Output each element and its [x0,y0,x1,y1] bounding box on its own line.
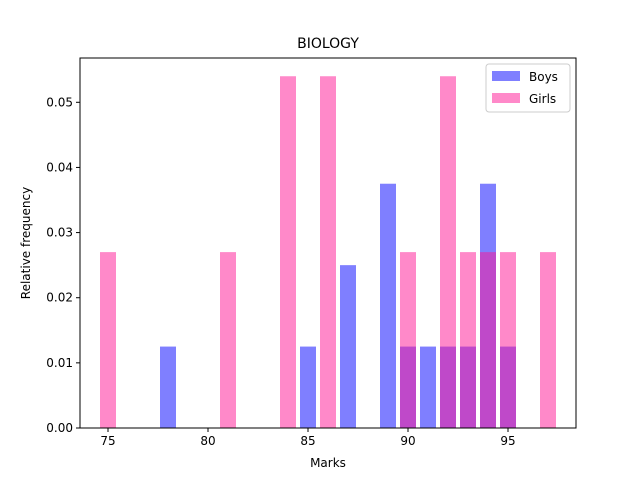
legend-label-boys: Boys [529,70,558,84]
bar-girls-95 [500,252,516,428]
x-axis-ticks: 75 80 85 90 95 [100,428,516,448]
y-tick-label: 0.01 [46,356,73,370]
y-tick-label: 0.00 [46,421,73,435]
legend: Boys Girls [485,63,571,113]
x-tick-label: 85 [300,434,315,448]
bar-girls-97 [540,252,556,428]
chart-title: BIOLOGY [297,36,359,52]
bar-girls-94 [480,252,496,428]
x-axis-label: Marks [310,456,346,470]
legend-swatch-boys [492,71,520,81]
x-tick-label: 95 [500,434,515,448]
bar-girls-84 [280,76,296,428]
bar-girls-92 [440,76,456,428]
x-tick-label: 75 [100,434,115,448]
legend-swatch-girls [492,93,520,103]
bar-boys-89 [380,183,396,428]
axes-frame [79,57,577,429]
y-axis-label: Relative frequency [19,187,33,299]
y-axis-ticks: 0.00 0.01 0.02 0.03 0.04 0.05 [46,95,80,435]
y-tick-label: 0.04 [46,160,73,174]
x-tick-label: 80 [200,434,215,448]
bar-girls-93 [460,252,476,428]
y-tick-label: 0.02 [46,291,73,305]
x-tick-label: 90 [400,434,415,448]
bar-boys-87 [340,265,356,428]
bar-girls-81 [220,252,236,428]
bar-boys-78 [160,346,176,428]
legend-label-girls: Girls [529,92,556,106]
bar-girls-90 [400,252,416,428]
y-tick-label: 0.03 [46,226,73,240]
bar-boys-85 [300,346,316,428]
bar-boys-91 [420,346,436,428]
bar-girls-75 [100,252,116,428]
bar-girls-86 [320,76,336,428]
bars-layer [100,76,556,428]
y-tick-label: 0.05 [46,95,73,109]
